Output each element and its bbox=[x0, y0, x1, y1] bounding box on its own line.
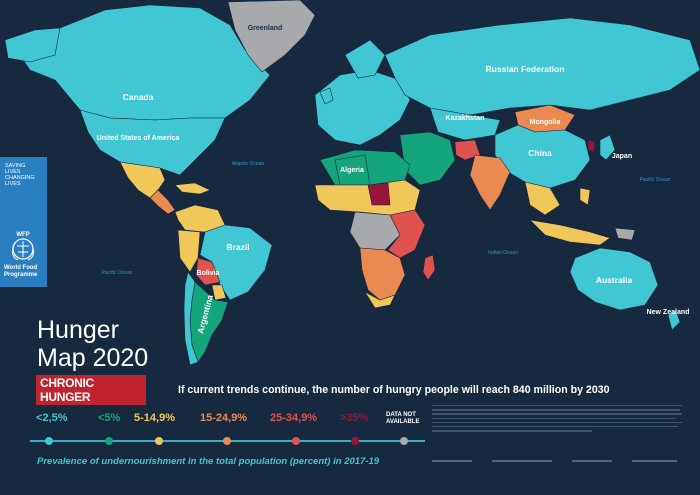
country-chile[interactable] bbox=[183, 271, 199, 366]
legend-label-3: 5-14,9% bbox=[134, 412, 175, 424]
legend-label-2: <5% bbox=[98, 412, 121, 424]
label-kazakhstan: Kazakhstan bbox=[446, 115, 485, 122]
caribbean[interactable] bbox=[174, 182, 211, 195]
southeast-asia[interactable] bbox=[524, 181, 561, 216]
label-canada: Canada bbox=[123, 92, 154, 102]
country-sudan[interactable] bbox=[367, 182, 391, 206]
country-scandinavia[interactable] bbox=[344, 39, 386, 79]
fine-print-line bbox=[432, 430, 592, 432]
country-russia[interactable] bbox=[384, 17, 700, 116]
fine-print-line bbox=[432, 425, 678, 428]
legend-na-line: AVAILABLE bbox=[386, 419, 420, 425]
label-new-zealand: New Zealand bbox=[647, 309, 690, 316]
legend-dot-3 bbox=[155, 437, 163, 445]
country-usa[interactable] bbox=[79, 109, 226, 176]
country-canada[interactable] bbox=[19, 4, 271, 121]
poster-title: Hunger Map 2020 bbox=[37, 316, 148, 372]
europe[interactable] bbox=[314, 69, 411, 146]
country-alaska[interactable] bbox=[4, 27, 61, 63]
fine-print-line bbox=[432, 413, 682, 415]
badge-text: CHRONIC HUNGER bbox=[36, 375, 146, 405]
fine-print-line bbox=[432, 405, 682, 407]
legend-na-line: DATA NOT bbox=[386, 412, 416, 418]
legend-dot-5 bbox=[292, 437, 300, 445]
tagline-line: LIVES bbox=[5, 169, 21, 175]
label-atlantic-ocean: Atlantic Ocean bbox=[232, 161, 265, 167]
tagline-line: LIVES bbox=[5, 181, 21, 187]
title-line-2: Map 2020 bbox=[37, 344, 149, 372]
country-bolivia[interactable] bbox=[195, 257, 221, 286]
label-algeria: Algeria bbox=[340, 167, 364, 174]
country-south-africa[interactable] bbox=[364, 291, 396, 309]
boundary-key-item bbox=[632, 460, 677, 462]
central-america[interactable] bbox=[149, 189, 176, 215]
country-uk[interactable] bbox=[319, 87, 334, 105]
boundary-key-item bbox=[432, 460, 472, 462]
label-china: China bbox=[528, 148, 552, 158]
legend-dot-2 bbox=[105, 437, 113, 445]
chronic-hunger-badge: CHRONIC HUNGER bbox=[36, 375, 146, 405]
legend-caption: Prevalence of undernourishment in the to… bbox=[37, 456, 380, 467]
legend: <2,5% <5% 5-14,9% 15-24,9% 25-34,9% >35%… bbox=[30, 412, 425, 452]
tagline-line: CHANGING bbox=[5, 175, 35, 181]
title-line-1: Hunger bbox=[37, 316, 119, 344]
svg-text:WFP: WFP bbox=[16, 232, 29, 238]
country-png[interactable] bbox=[614, 227, 636, 241]
label-greenland: Greenland bbox=[248, 25, 283, 32]
fine-print-block bbox=[432, 405, 682, 447]
boundary-key-item bbox=[572, 460, 612, 462]
middle-east[interactable] bbox=[399, 131, 456, 186]
label-mongolia: Mongolia bbox=[530, 119, 561, 126]
country-new-zealand[interactable] bbox=[667, 309, 681, 331]
country-india[interactable] bbox=[469, 154, 511, 211]
wfp-tagline: SAVING LIVES CHANGING LIVES bbox=[0, 157, 47, 187]
label-brazil: Brazil bbox=[226, 242, 249, 252]
legend-dot-4 bbox=[223, 437, 231, 445]
wfp-name: World Food Programme bbox=[4, 265, 37, 279]
label-usa: United States of America bbox=[97, 135, 180, 142]
boundary-key-item bbox=[492, 460, 552, 462]
legend-label-5: 25-34,9% bbox=[270, 412, 318, 424]
wfp-name-line: World Food bbox=[4, 265, 38, 271]
wfp-brand-panel: SAVING LIVES CHANGING LIVES WFP World Fo… bbox=[0, 157, 47, 287]
legend-dot-na bbox=[400, 437, 408, 445]
label-pacific-ocean-east: Pacific Ocean bbox=[640, 177, 671, 183]
wfp-logo-icon: WFP bbox=[12, 232, 34, 261]
sahel-africa[interactable] bbox=[314, 179, 421, 216]
tagline-line: SAVING bbox=[5, 163, 26, 169]
legend-dot-1 bbox=[45, 437, 53, 445]
country-brazil[interactable] bbox=[199, 224, 273, 301]
boundary-key bbox=[432, 460, 682, 464]
legend-label-6: >35% bbox=[340, 412, 369, 424]
legend-label-4: 15-24,9% bbox=[200, 412, 248, 424]
label-bolivia: Bolivia bbox=[197, 270, 220, 277]
fine-print-line bbox=[432, 417, 676, 419]
country-australia[interactable] bbox=[569, 247, 659, 311]
country-korea[interactable] bbox=[587, 139, 596, 153]
label-indian-ocean: Indian Ocean bbox=[488, 250, 518, 256]
label-japan: Japan bbox=[612, 153, 632, 160]
label-pacific-ocean-west: Pacific Ocean bbox=[102, 270, 133, 276]
country-philippines[interactable] bbox=[579, 187, 591, 206]
country-japan[interactable] bbox=[599, 134, 616, 161]
legend-label-na: DATA NOT AVAILABLE bbox=[386, 412, 419, 426]
country-afghanistan[interactable] bbox=[454, 139, 481, 161]
label-russia: Russian Federation bbox=[486, 64, 565, 74]
headline-text: If current trends continue, the number o… bbox=[178, 384, 610, 396]
wfp-name-line: Programme bbox=[4, 272, 38, 278]
country-greenland[interactable] bbox=[227, 0, 316, 73]
label-australia: Australia bbox=[596, 275, 633, 285]
indonesia[interactable] bbox=[529, 219, 611, 246]
country-madagascar[interactable] bbox=[422, 254, 436, 281]
country-peru[interactable] bbox=[177, 229, 201, 273]
fine-print-line bbox=[432, 409, 680, 411]
east-africa[interactable] bbox=[387, 209, 426, 259]
legend-dot-6 bbox=[351, 437, 359, 445]
legend-label-1: <2,5% bbox=[36, 412, 68, 424]
country-paraguay[interactable] bbox=[211, 284, 227, 301]
fine-print-line bbox=[432, 421, 682, 424]
